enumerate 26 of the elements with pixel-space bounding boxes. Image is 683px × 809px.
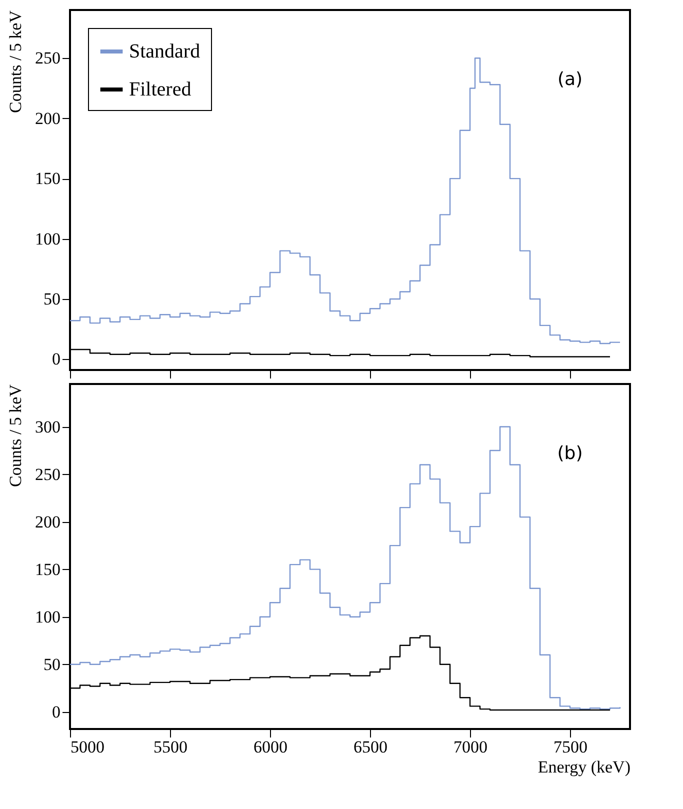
y-tick-label: 150 xyxy=(35,169,60,188)
legend-label: Filtered xyxy=(129,78,192,100)
y-tick-label: 50 xyxy=(44,654,60,674)
y-tick-label: 0 xyxy=(52,702,60,722)
y-tick-label: 250 xyxy=(35,48,60,68)
x-tick-label: 5000 xyxy=(70,738,104,756)
x-tick-label: 6500 xyxy=(354,738,388,756)
y-tick-label: 200 xyxy=(35,512,60,532)
annotation: (a) xyxy=(557,69,583,90)
y-tick-label: 250 xyxy=(35,464,60,484)
y-tick-label: 50 xyxy=(44,289,60,308)
x-tick-label: 5500 xyxy=(154,738,188,756)
y-tick-label: 300 xyxy=(35,417,60,436)
x-tick-label: 7500 xyxy=(554,738,588,756)
legend-label: Standard xyxy=(129,40,200,62)
x-axis-title: Energy (keV) xyxy=(538,758,630,776)
y-axis-title: Counts / 5 keV xyxy=(6,384,25,487)
y-tick-label: 200 xyxy=(35,108,60,128)
y-tick-label: 150 xyxy=(35,560,60,579)
y-tick-label: 100 xyxy=(35,607,60,626)
x-tick-label: 7000 xyxy=(454,738,488,756)
x-tick-label: 6000 xyxy=(254,738,288,756)
y-tick-label: 100 xyxy=(35,229,60,248)
y-axis-title: Counts / 5 keV xyxy=(6,10,25,113)
y-tick-label: 0 xyxy=(52,350,60,369)
annotation: (b) xyxy=(557,443,583,464)
